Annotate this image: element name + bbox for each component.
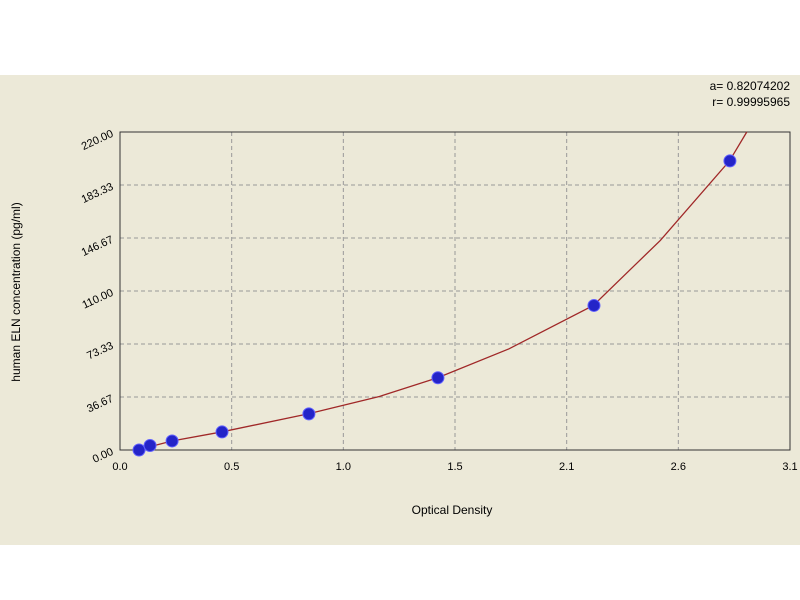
annotation: r= 0.99995965 (712, 95, 790, 109)
plot-border (119, 131, 791, 451)
x-tick-label: 3.1 (782, 461, 797, 473)
data-point (132, 443, 146, 457)
data-point (302, 407, 316, 421)
x-tick-label: 0.0 (112, 461, 127, 473)
data-point (431, 371, 445, 385)
data-point (143, 438, 157, 452)
x-tick-label: 2.1 (559, 461, 574, 473)
y-axis-label: human ELN concentration (pg/ml) (9, 202, 23, 381)
x-axis-label: Optical Density (412, 503, 493, 517)
x-tick-label: 1.0 (336, 461, 351, 473)
data-point (165, 434, 179, 448)
data-point (215, 425, 229, 439)
data-point (723, 154, 737, 168)
annotation: a= 0.82074202 (710, 79, 791, 93)
x-tick-label: 2.6 (671, 461, 686, 473)
chart-background (0, 75, 800, 545)
x-tick-label: 1.5 (447, 461, 462, 473)
data-point (587, 298, 601, 312)
x-tick-label: 0.5 (224, 461, 239, 473)
